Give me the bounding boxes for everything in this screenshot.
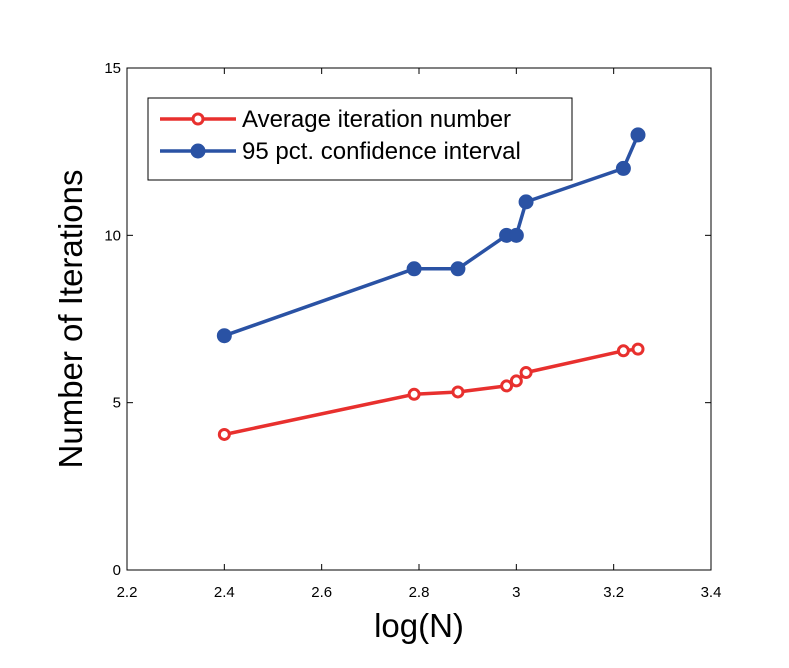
x-tick-label: 3	[512, 584, 520, 601]
x-tick-label: 3.4	[701, 584, 722, 601]
data-point	[631, 342, 645, 356]
x-tick-label: 2.2	[117, 584, 138, 601]
x-tick-label: 2.4	[214, 584, 235, 601]
y-axis-title: Number of Iterations	[52, 170, 89, 469]
data-point	[519, 366, 533, 380]
data-point	[216, 328, 232, 344]
series-line	[223, 347, 639, 437]
legend-item: Average iteration number	[160, 106, 511, 133]
y-tick-label: 15	[104, 60, 121, 77]
data-point	[450, 261, 466, 277]
x-tick-label: 3.2	[603, 584, 624, 601]
data-point	[509, 374, 523, 388]
y-tick-label: 0	[113, 562, 121, 579]
axis-ticks: 2.2 2.4 2.6 2.8 3 3.2 3.4 0 5 10 15	[104, 60, 721, 601]
x-axis-title: log(N)	[374, 607, 464, 644]
data-point	[630, 127, 646, 143]
data-point	[508, 227, 524, 243]
legend-marker	[191, 112, 205, 126]
x-tick-label: 2.8	[409, 584, 430, 601]
series-average	[217, 342, 645, 441]
legend-item: 95 pct. confidence interval	[160, 138, 521, 165]
series-layer	[216, 127, 646, 441]
data-point	[217, 427, 231, 441]
data-point	[615, 160, 631, 176]
legend-box	[147, 97, 573, 181]
legend-label: 95 pct. confidence interval	[242, 138, 521, 165]
data-point	[500, 379, 514, 393]
legend-marker	[190, 143, 206, 159]
data-point	[451, 385, 465, 399]
legend-label: Average iteration number	[242, 106, 511, 133]
series-confidence-interval	[216, 127, 646, 344]
y-tick-label: 5	[113, 395, 121, 412]
data-point	[616, 344, 630, 358]
data-point	[406, 261, 422, 277]
data-point	[518, 194, 534, 210]
legend: Average iteration number 95 pct. confiden…	[147, 97, 573, 181]
data-point	[407, 387, 421, 401]
x-tick-label: 2.6	[311, 584, 332, 601]
y-tick-label: 10	[104, 227, 121, 244]
